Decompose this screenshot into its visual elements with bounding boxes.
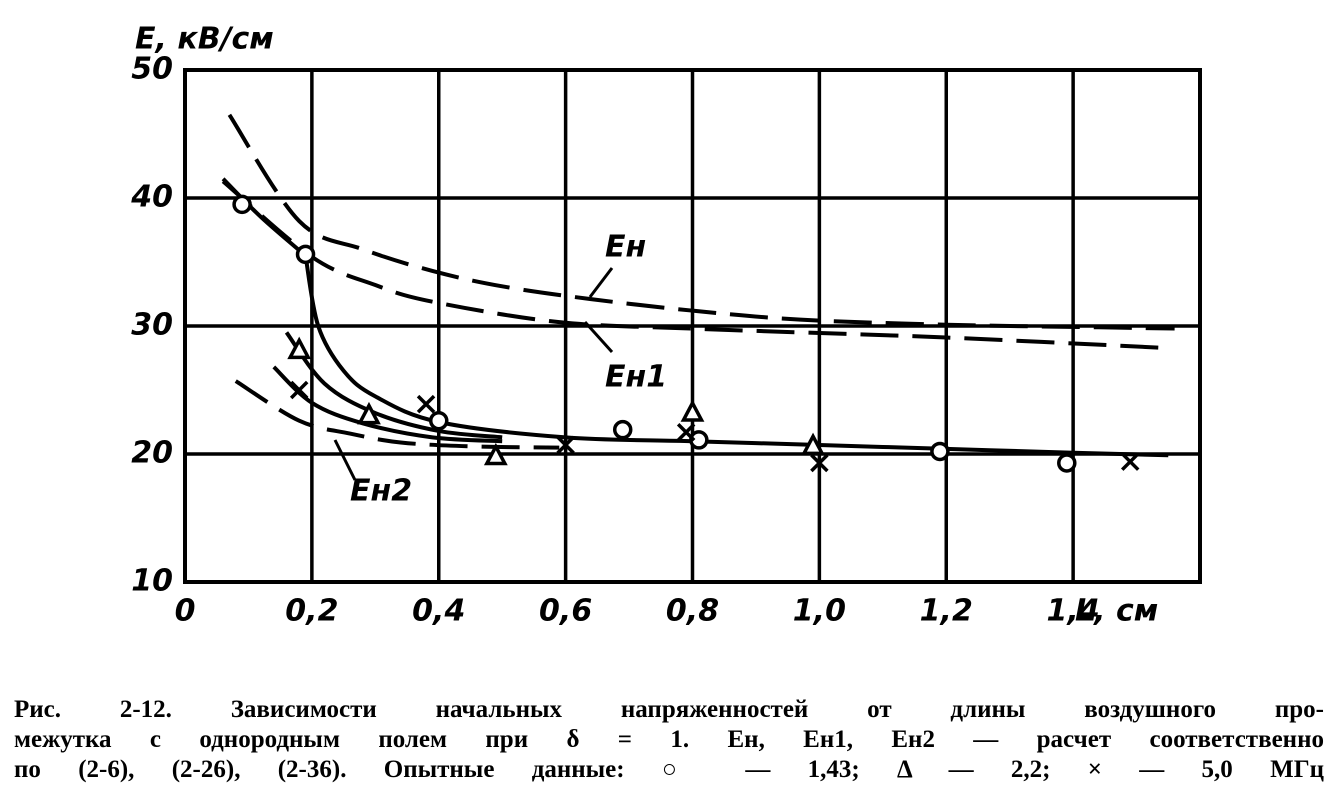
- annotation: Eн1: [605, 360, 667, 395]
- caption-line: Рис. 2-12. Зависимости начальных напряже…: [14, 696, 1324, 723]
- annotation: Eн2: [350, 474, 412, 509]
- x-axis-label: L, см: [1075, 594, 1158, 629]
- marker-circle: [612, 419, 633, 440]
- x-tick-label: 0,8: [666, 594, 719, 629]
- y-axis-label: E, кВ/см: [135, 22, 274, 57]
- marker-triangle: [801, 432, 825, 456]
- dashed-curve: [234, 379, 560, 450]
- y-tick-label: 30: [131, 308, 173, 343]
- marker-circle: [295, 244, 316, 265]
- x-tick-label: 1,2: [920, 594, 973, 629]
- x-tick-label: 1,4: [1047, 594, 1100, 629]
- chart: E, кВ/см L, см Eн Eн1 Eн2 10 20 30 40 50 0 0,2…: [130, 22, 1202, 629]
- marker-triangle: [483, 442, 508, 466]
- solid-curve: [284, 331, 503, 440]
- leader-line: [333, 439, 357, 481]
- y-tick-label: 40: [130, 180, 173, 215]
- marker-triangle: [680, 399, 705, 422]
- y-tick-label: 50: [131, 52, 173, 87]
- annotation: Eн: [605, 230, 646, 265]
- marker-cross: [1120, 452, 1140, 471]
- marker-circle: [689, 430, 709, 450]
- x-tick-label: 0,6: [539, 594, 592, 629]
- solid-curve: [303, 255, 1169, 458]
- marker-cross: [416, 394, 436, 414]
- x-tick-label: 0,4: [412, 594, 465, 629]
- caption-line: по (2-6), (2-26), (2-36). Опытные данные…: [14, 756, 1324, 783]
- x-tick-label: 0: [175, 594, 196, 629]
- marker-circle: [930, 441, 950, 462]
- marker-circle: [1057, 453, 1077, 473]
- marker-circle: [232, 194, 252, 215]
- marker-cross: [676, 423, 696, 442]
- marker-cross: [810, 453, 829, 473]
- marker-cross: [289, 380, 309, 400]
- x-tick-label: 1,0: [793, 594, 846, 629]
- y-tick-label: 10: [131, 564, 173, 599]
- leader-line: [588, 267, 614, 298]
- marker-triangle: [287, 336, 312, 360]
- x-tick-label: 0,2: [285, 594, 338, 629]
- caption: Рис. 2-12. Зависимости начальных напряже…: [14, 695, 1324, 785]
- marker-circle: [429, 410, 449, 431]
- caption-line: межутка с однородным полем при δ = 1. Eн…: [14, 726, 1324, 753]
- marker-cross: [556, 435, 575, 455]
- dashed-curve: [227, 113, 1175, 331]
- dashed-curve: [221, 179, 1163, 350]
- y-tick-label: 20: [131, 436, 173, 471]
- solid-curve: [221, 177, 307, 258]
- marker-triangle: [357, 401, 381, 425]
